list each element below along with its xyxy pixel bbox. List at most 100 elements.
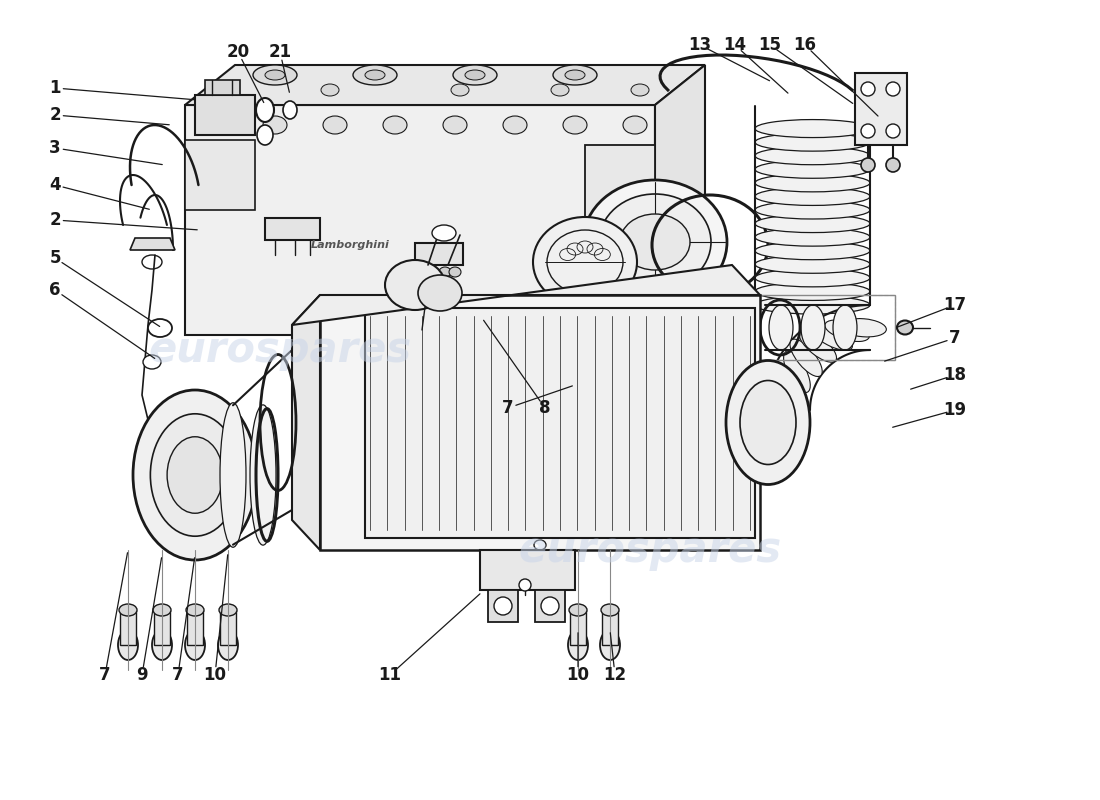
Text: 20: 20	[227, 43, 250, 61]
Ellipse shape	[861, 124, 875, 138]
Ellipse shape	[541, 597, 559, 615]
Ellipse shape	[519, 579, 531, 591]
Text: 7: 7	[99, 666, 111, 684]
Ellipse shape	[422, 267, 435, 277]
Text: 7: 7	[503, 399, 514, 417]
Ellipse shape	[755, 214, 870, 233]
Ellipse shape	[801, 305, 825, 350]
Ellipse shape	[253, 65, 297, 85]
Ellipse shape	[432, 225, 456, 241]
Ellipse shape	[755, 282, 870, 301]
Text: 17: 17	[944, 296, 967, 314]
Ellipse shape	[780, 365, 802, 410]
Ellipse shape	[755, 269, 870, 287]
Ellipse shape	[755, 201, 870, 219]
Ellipse shape	[534, 540, 546, 550]
Ellipse shape	[439, 267, 451, 277]
Text: 13: 13	[689, 36, 712, 54]
Polygon shape	[585, 145, 654, 335]
Ellipse shape	[418, 275, 462, 311]
Ellipse shape	[118, 630, 138, 660]
Ellipse shape	[783, 351, 811, 393]
Ellipse shape	[726, 361, 810, 485]
Ellipse shape	[353, 65, 397, 85]
Ellipse shape	[321, 84, 339, 96]
Ellipse shape	[568, 630, 588, 660]
Bar	[265, 218, 320, 240]
Ellipse shape	[779, 381, 796, 426]
Bar	[205, 80, 240, 95]
Polygon shape	[130, 238, 175, 250]
Text: Lamborghini: Lamborghini	[310, 240, 389, 250]
Ellipse shape	[204, 116, 227, 134]
Ellipse shape	[583, 180, 727, 304]
Polygon shape	[365, 308, 755, 538]
Polygon shape	[320, 295, 760, 550]
Bar	[120, 610, 136, 645]
Ellipse shape	[503, 116, 527, 134]
Ellipse shape	[465, 70, 485, 80]
Ellipse shape	[152, 630, 172, 660]
Text: eurospares: eurospares	[518, 529, 782, 571]
Text: 2: 2	[50, 106, 60, 124]
Polygon shape	[585, 295, 705, 335]
Ellipse shape	[755, 146, 870, 165]
Ellipse shape	[833, 305, 857, 350]
Text: 7: 7	[949, 329, 960, 347]
Ellipse shape	[148, 319, 172, 337]
Text: eurospares: eurospares	[148, 329, 411, 371]
Bar	[220, 610, 236, 645]
Text: 8: 8	[539, 399, 551, 417]
Ellipse shape	[755, 187, 870, 206]
Ellipse shape	[755, 174, 870, 192]
Ellipse shape	[143, 355, 161, 369]
Ellipse shape	[153, 604, 170, 616]
Polygon shape	[185, 140, 255, 210]
Ellipse shape	[186, 604, 204, 616]
Ellipse shape	[886, 158, 900, 172]
Polygon shape	[185, 105, 654, 335]
Text: 10: 10	[204, 666, 227, 684]
Ellipse shape	[365, 70, 385, 80]
Ellipse shape	[218, 630, 238, 660]
Ellipse shape	[167, 437, 223, 514]
Ellipse shape	[569, 604, 587, 616]
Ellipse shape	[151, 414, 240, 536]
Ellipse shape	[534, 217, 637, 307]
Ellipse shape	[769, 305, 793, 350]
Ellipse shape	[631, 84, 649, 96]
Ellipse shape	[494, 597, 512, 615]
Ellipse shape	[551, 84, 569, 96]
Bar	[480, 550, 575, 590]
Ellipse shape	[755, 228, 870, 246]
Ellipse shape	[600, 630, 620, 660]
Ellipse shape	[620, 214, 690, 270]
Ellipse shape	[861, 82, 875, 96]
Text: 5: 5	[50, 249, 60, 267]
Bar	[602, 610, 618, 645]
Text: 15: 15	[759, 36, 781, 54]
Ellipse shape	[825, 320, 869, 342]
Ellipse shape	[221, 84, 239, 96]
Ellipse shape	[256, 98, 274, 122]
Ellipse shape	[119, 604, 138, 616]
Ellipse shape	[840, 318, 887, 337]
Ellipse shape	[565, 70, 585, 80]
Ellipse shape	[219, 604, 236, 616]
Bar	[187, 610, 204, 645]
Polygon shape	[185, 65, 705, 105]
Ellipse shape	[453, 65, 497, 85]
Ellipse shape	[755, 296, 870, 314]
Text: 11: 11	[378, 666, 402, 684]
Text: 16: 16	[793, 36, 816, 54]
Ellipse shape	[755, 133, 870, 151]
Ellipse shape	[755, 160, 870, 178]
Text: 19: 19	[944, 401, 967, 419]
Ellipse shape	[323, 116, 346, 134]
Text: 1: 1	[50, 79, 60, 97]
Text: 3: 3	[50, 139, 60, 157]
Polygon shape	[654, 65, 705, 335]
Polygon shape	[195, 95, 255, 135]
Text: 12: 12	[604, 666, 627, 684]
Text: 10: 10	[566, 666, 590, 684]
